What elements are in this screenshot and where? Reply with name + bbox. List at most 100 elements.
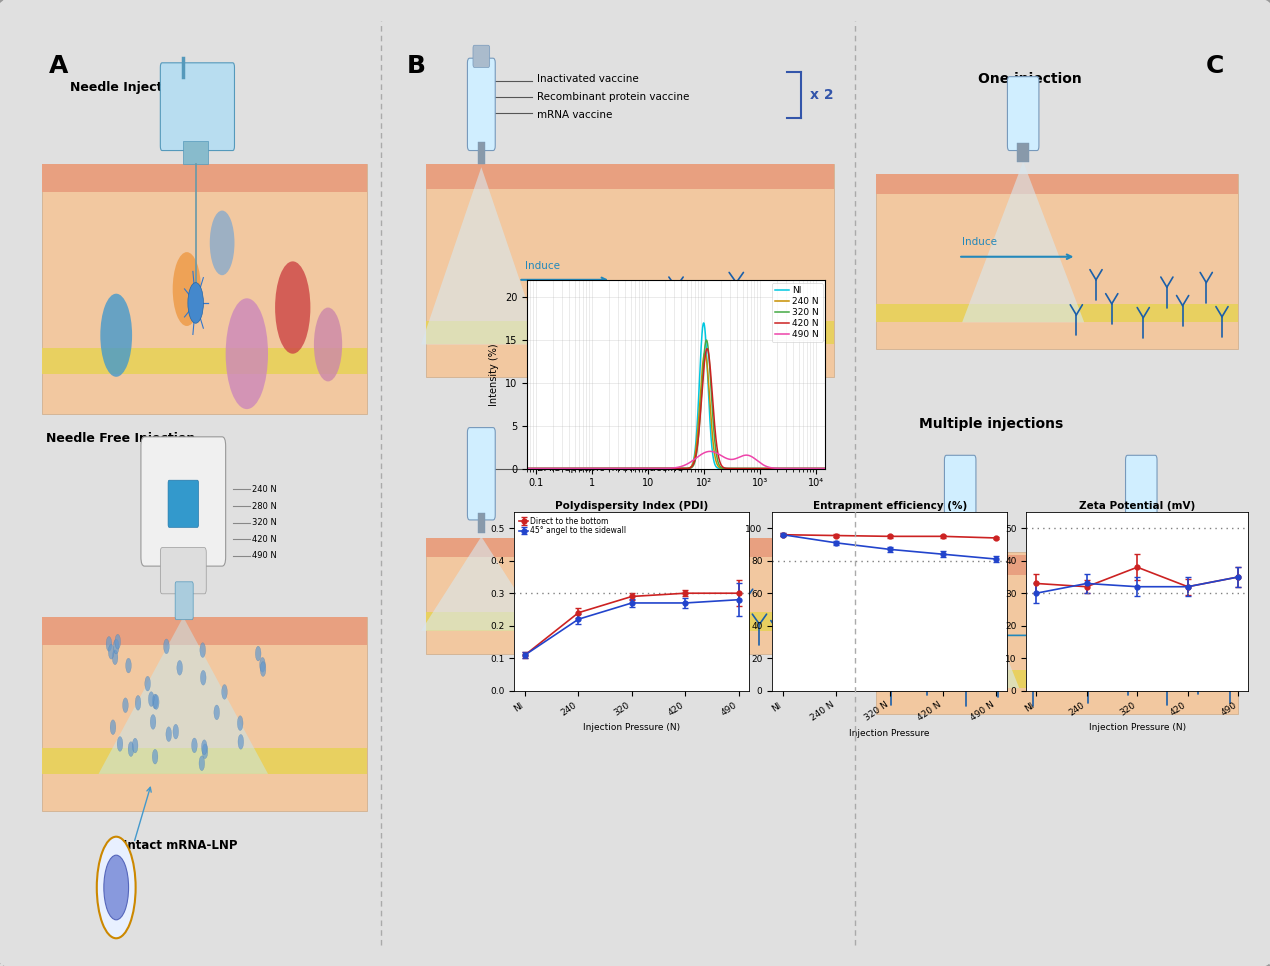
320 N <box>519 463 535 474</box>
FancyBboxPatch shape <box>175 582 193 619</box>
Circle shape <box>210 211 235 275</box>
Circle shape <box>110 720 116 734</box>
240 N <box>809 463 824 474</box>
Y-axis label: Intensity (%): Intensity (%) <box>489 343 499 406</box>
240 N <box>657 463 672 474</box>
FancyBboxPatch shape <box>478 142 485 164</box>
Legend: Direct to the bottom, 45° angel to the sidewall: Direct to the bottom, 45° angel to the s… <box>518 516 627 536</box>
FancyBboxPatch shape <box>425 538 833 654</box>
320 N <box>664 463 679 474</box>
NI <box>519 463 535 474</box>
Line: 320 N: 320 N <box>527 340 826 469</box>
Circle shape <box>108 644 114 659</box>
Text: C: C <box>1206 53 1224 77</box>
FancyBboxPatch shape <box>42 164 367 413</box>
Circle shape <box>135 696 141 710</box>
490 N <box>519 463 535 474</box>
490 N <box>535 463 550 474</box>
Title: Zeta Potential (mV): Zeta Potential (mV) <box>1080 501 1195 511</box>
Circle shape <box>201 670 206 685</box>
X-axis label: Injection Pressure: Injection Pressure <box>850 728 930 738</box>
Circle shape <box>192 738 197 753</box>
Text: One injection: One injection <box>978 72 1082 86</box>
490 N <box>818 463 833 474</box>
FancyBboxPatch shape <box>425 538 833 556</box>
FancyBboxPatch shape <box>42 748 367 774</box>
Title: Polydispersity Index (PDI): Polydispersity Index (PDI) <box>555 501 709 511</box>
FancyBboxPatch shape <box>945 455 975 529</box>
Circle shape <box>260 662 265 676</box>
X-axis label: Injection Pressure (N): Injection Pressure (N) <box>583 724 681 732</box>
FancyBboxPatch shape <box>875 304 1238 323</box>
490 N <box>809 463 824 474</box>
FancyBboxPatch shape <box>160 63 235 151</box>
Text: mRNA vaccine: mRNA vaccine <box>537 109 612 120</box>
420 N <box>657 463 672 474</box>
FancyBboxPatch shape <box>168 480 198 527</box>
Text: 490 N: 490 N <box>253 552 277 560</box>
FancyBboxPatch shape <box>141 437 226 566</box>
FancyBboxPatch shape <box>875 669 1238 688</box>
Polygon shape <box>902 540 1020 688</box>
Text: Needle Free Injection: Needle Free Injection <box>46 432 194 445</box>
Text: Inactivated vaccine: Inactivated vaccine <box>537 74 639 84</box>
240 N <box>535 463 550 474</box>
320 N <box>809 463 824 474</box>
FancyBboxPatch shape <box>954 522 966 540</box>
Text: Needle Injection: Needle Injection <box>70 81 184 95</box>
Text: BA.5-specific mRNA vaccine: BA.5-specific mRNA vaccine <box>537 464 683 473</box>
420 N <box>535 463 550 474</box>
490 N <box>664 463 679 474</box>
240 N <box>519 463 535 474</box>
Circle shape <box>177 661 183 675</box>
Circle shape <box>113 639 119 654</box>
240 N <box>754 463 770 474</box>
Circle shape <box>222 685 227 699</box>
Text: Intact mRNA-LNP: Intact mRNA-LNP <box>123 838 237 852</box>
NI <box>818 463 833 474</box>
240 N <box>809 463 824 474</box>
Circle shape <box>202 740 207 754</box>
FancyBboxPatch shape <box>425 164 833 189</box>
FancyBboxPatch shape <box>1007 76 1039 151</box>
320 N <box>698 334 714 346</box>
Text: Induce: Induce <box>526 261 560 270</box>
Circle shape <box>166 726 171 742</box>
Circle shape <box>114 635 121 649</box>
Circle shape <box>188 283 203 324</box>
490 N <box>702 445 718 457</box>
Circle shape <box>152 694 157 709</box>
FancyBboxPatch shape <box>425 164 833 377</box>
FancyBboxPatch shape <box>42 617 367 644</box>
Circle shape <box>149 692 154 706</box>
Circle shape <box>314 307 342 382</box>
Circle shape <box>164 639 169 654</box>
FancyBboxPatch shape <box>875 553 1238 714</box>
Circle shape <box>259 658 265 672</box>
Circle shape <box>128 742 133 756</box>
FancyBboxPatch shape <box>183 141 208 164</box>
Text: 280 N: 280 N <box>253 501 277 511</box>
Circle shape <box>97 837 136 938</box>
Text: Recombinant protein vaccine: Recombinant protein vaccine <box>537 92 690 102</box>
Circle shape <box>255 646 262 661</box>
NI <box>696 317 711 328</box>
320 N <box>809 463 824 474</box>
FancyBboxPatch shape <box>875 555 1238 576</box>
Circle shape <box>112 650 118 665</box>
Polygon shape <box>1082 540 1200 688</box>
Circle shape <box>199 755 204 771</box>
Circle shape <box>213 705 220 720</box>
Circle shape <box>152 750 157 764</box>
Line: 490 N: 490 N <box>527 451 826 469</box>
Circle shape <box>237 716 243 730</box>
Text: 240 N: 240 N <box>253 485 277 494</box>
Polygon shape <box>99 617 268 774</box>
240 N <box>818 463 833 474</box>
Circle shape <box>226 298 268 410</box>
FancyBboxPatch shape <box>472 45 490 68</box>
420 N <box>754 463 770 474</box>
420 N <box>519 463 535 474</box>
490 N <box>657 463 672 474</box>
420 N <box>818 463 833 474</box>
